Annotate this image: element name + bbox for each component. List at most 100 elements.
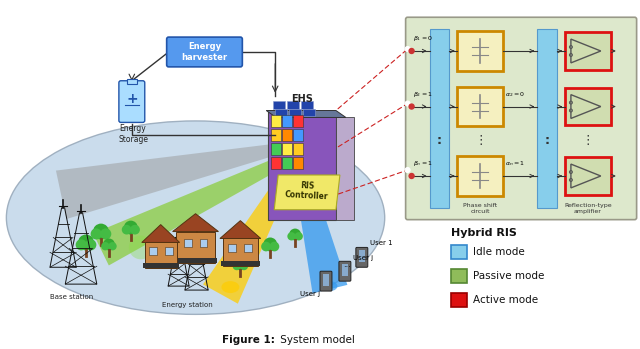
FancyBboxPatch shape xyxy=(429,29,449,208)
FancyBboxPatch shape xyxy=(301,101,313,109)
Text: Hybrid RIS: Hybrid RIS xyxy=(451,228,517,238)
FancyBboxPatch shape xyxy=(359,250,365,262)
Circle shape xyxy=(261,242,271,251)
Circle shape xyxy=(405,101,410,106)
Circle shape xyxy=(240,262,248,270)
FancyBboxPatch shape xyxy=(339,261,351,281)
FancyBboxPatch shape xyxy=(293,116,303,127)
Polygon shape xyxy=(142,225,180,243)
FancyBboxPatch shape xyxy=(271,143,281,155)
Circle shape xyxy=(287,232,296,240)
FancyBboxPatch shape xyxy=(287,101,299,109)
Circle shape xyxy=(129,236,153,259)
Circle shape xyxy=(232,262,241,270)
FancyBboxPatch shape xyxy=(451,245,467,259)
FancyBboxPatch shape xyxy=(127,79,137,84)
FancyBboxPatch shape xyxy=(200,239,207,247)
FancyBboxPatch shape xyxy=(282,143,292,155)
Circle shape xyxy=(405,168,410,172)
Circle shape xyxy=(409,104,414,109)
Circle shape xyxy=(91,228,102,239)
FancyBboxPatch shape xyxy=(184,239,191,247)
Circle shape xyxy=(78,235,94,250)
FancyBboxPatch shape xyxy=(271,116,281,127)
Text: Reflection-type
amplifier: Reflection-type amplifier xyxy=(564,203,612,214)
FancyBboxPatch shape xyxy=(565,88,611,125)
Text: $\beta_1=0$: $\beta_1=0$ xyxy=(413,34,433,43)
FancyBboxPatch shape xyxy=(537,29,557,208)
Text: Phase shift
circuit: Phase shift circuit xyxy=(463,203,497,214)
Circle shape xyxy=(150,234,161,245)
Circle shape xyxy=(160,234,171,245)
FancyBboxPatch shape xyxy=(323,274,329,286)
Ellipse shape xyxy=(6,121,385,314)
FancyBboxPatch shape xyxy=(143,263,179,268)
FancyBboxPatch shape xyxy=(273,101,285,109)
FancyBboxPatch shape xyxy=(282,129,292,141)
FancyBboxPatch shape xyxy=(148,247,157,255)
FancyBboxPatch shape xyxy=(223,238,258,266)
FancyBboxPatch shape xyxy=(228,244,236,252)
Polygon shape xyxy=(289,144,348,293)
Circle shape xyxy=(289,229,301,240)
Text: Base station: Base station xyxy=(51,294,93,300)
Circle shape xyxy=(85,239,97,250)
FancyBboxPatch shape xyxy=(244,244,252,252)
Text: Active mode: Active mode xyxy=(474,295,538,305)
Circle shape xyxy=(269,242,279,251)
FancyBboxPatch shape xyxy=(275,109,287,117)
FancyBboxPatch shape xyxy=(271,157,281,169)
FancyBboxPatch shape xyxy=(458,87,503,126)
Circle shape xyxy=(93,224,109,239)
FancyBboxPatch shape xyxy=(271,129,281,141)
Ellipse shape xyxy=(323,281,337,291)
Circle shape xyxy=(294,232,303,240)
Circle shape xyxy=(409,49,414,53)
Text: User j: User j xyxy=(353,255,373,261)
FancyBboxPatch shape xyxy=(282,116,292,127)
FancyBboxPatch shape xyxy=(336,118,354,220)
Polygon shape xyxy=(173,214,218,231)
Polygon shape xyxy=(203,158,300,304)
FancyBboxPatch shape xyxy=(221,261,260,266)
Text: :: : xyxy=(545,134,550,147)
Circle shape xyxy=(108,242,116,250)
FancyBboxPatch shape xyxy=(293,157,303,169)
Circle shape xyxy=(76,239,87,250)
FancyBboxPatch shape xyxy=(458,31,503,71)
Text: System model: System model xyxy=(277,335,355,345)
Circle shape xyxy=(405,46,410,52)
Text: Energy
harvester: Energy harvester xyxy=(182,42,228,62)
Text: RIS
Controller: RIS Controller xyxy=(285,180,330,202)
FancyBboxPatch shape xyxy=(406,17,637,220)
Circle shape xyxy=(263,238,277,251)
Circle shape xyxy=(239,235,249,244)
Text: Energy
Storage: Energy Storage xyxy=(119,124,149,144)
FancyBboxPatch shape xyxy=(293,129,303,141)
Circle shape xyxy=(241,231,255,244)
FancyBboxPatch shape xyxy=(356,247,368,267)
Circle shape xyxy=(101,242,109,250)
FancyBboxPatch shape xyxy=(173,258,218,263)
Text: Idle mode: Idle mode xyxy=(474,247,525,257)
Polygon shape xyxy=(266,111,346,118)
Text: $\beta_2=1$: $\beta_2=1$ xyxy=(413,90,433,99)
Circle shape xyxy=(100,228,111,239)
Circle shape xyxy=(153,230,169,245)
Polygon shape xyxy=(220,221,260,238)
Circle shape xyxy=(248,235,257,244)
Polygon shape xyxy=(274,175,340,210)
Text: User J: User J xyxy=(300,291,320,297)
FancyBboxPatch shape xyxy=(565,157,611,195)
Ellipse shape xyxy=(221,281,239,293)
Text: $\alpha_n=1$: $\alpha_n=1$ xyxy=(505,159,525,168)
FancyBboxPatch shape xyxy=(145,243,177,268)
Circle shape xyxy=(409,173,414,178)
Text: ⋮: ⋮ xyxy=(582,134,594,147)
FancyBboxPatch shape xyxy=(268,111,336,220)
Text: Figure 1:: Figure 1: xyxy=(222,335,275,345)
FancyBboxPatch shape xyxy=(164,247,173,255)
FancyBboxPatch shape xyxy=(451,293,467,307)
Polygon shape xyxy=(56,141,296,219)
FancyBboxPatch shape xyxy=(293,143,303,155)
